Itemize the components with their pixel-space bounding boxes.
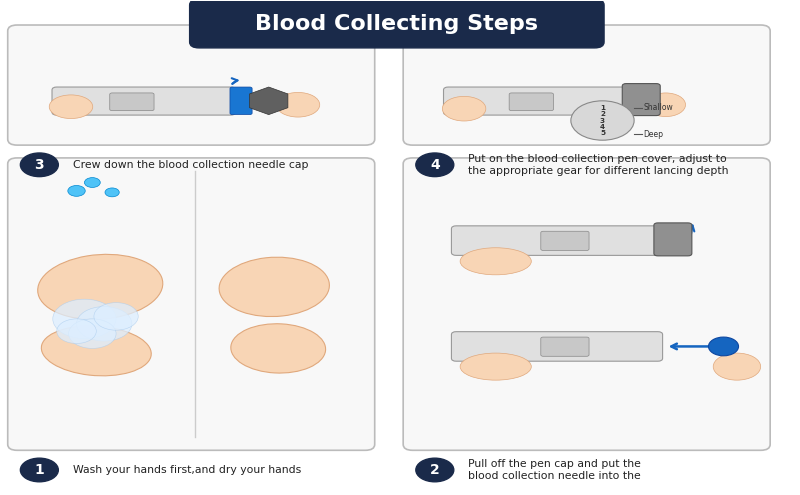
- Circle shape: [85, 178, 100, 188]
- FancyBboxPatch shape: [190, 0, 604, 48]
- FancyBboxPatch shape: [654, 223, 692, 256]
- Text: Crew down the blood collection needle cap: Crew down the blood collection needle ca…: [73, 160, 308, 170]
- FancyBboxPatch shape: [443, 87, 631, 115]
- Ellipse shape: [460, 353, 531, 380]
- Circle shape: [77, 306, 132, 341]
- Text: Pull off the pen cap and put the
blood collection needle into the: Pull off the pen cap and put the blood c…: [468, 459, 641, 481]
- Text: 4: 4: [430, 158, 440, 172]
- Circle shape: [416, 458, 454, 482]
- Ellipse shape: [442, 97, 486, 121]
- FancyBboxPatch shape: [509, 93, 554, 111]
- Ellipse shape: [714, 353, 761, 380]
- Text: 1: 1: [600, 105, 605, 111]
- Circle shape: [571, 101, 634, 140]
- Circle shape: [20, 458, 58, 482]
- FancyBboxPatch shape: [541, 337, 589, 356]
- Ellipse shape: [219, 257, 330, 317]
- Text: 2: 2: [430, 463, 440, 477]
- Circle shape: [20, 153, 58, 177]
- Ellipse shape: [42, 326, 151, 376]
- Ellipse shape: [231, 324, 326, 373]
- Text: 2: 2: [600, 111, 605, 117]
- FancyBboxPatch shape: [403, 25, 770, 145]
- Ellipse shape: [50, 95, 93, 118]
- Text: Wash your hands first,and dry your hands: Wash your hands first,and dry your hands: [73, 465, 301, 475]
- Circle shape: [53, 299, 116, 339]
- Text: Deep: Deep: [644, 130, 664, 139]
- Circle shape: [709, 337, 738, 356]
- Text: 1: 1: [34, 463, 44, 477]
- FancyBboxPatch shape: [8, 25, 374, 145]
- FancyBboxPatch shape: [403, 158, 770, 450]
- Text: Shallow: Shallow: [644, 103, 674, 112]
- Ellipse shape: [460, 248, 531, 275]
- FancyBboxPatch shape: [622, 84, 660, 116]
- Circle shape: [57, 319, 96, 344]
- Text: 3: 3: [600, 117, 605, 124]
- Text: Put on the blood collection pen cover, adjust to
the appropriate gear for differ: Put on the blood collection pen cover, a…: [468, 154, 729, 176]
- Circle shape: [105, 188, 119, 197]
- Ellipse shape: [276, 93, 320, 117]
- Circle shape: [68, 186, 86, 197]
- FancyBboxPatch shape: [451, 332, 662, 361]
- FancyBboxPatch shape: [230, 87, 252, 115]
- Circle shape: [69, 319, 116, 348]
- Text: 3: 3: [34, 158, 44, 172]
- FancyBboxPatch shape: [52, 87, 235, 115]
- FancyBboxPatch shape: [8, 158, 374, 450]
- Text: Blood Collecting Steps: Blood Collecting Steps: [255, 13, 538, 34]
- FancyBboxPatch shape: [110, 93, 154, 111]
- FancyBboxPatch shape: [541, 231, 589, 250]
- Text: 4: 4: [600, 124, 605, 130]
- Text: 5: 5: [600, 130, 605, 136]
- Ellipse shape: [646, 93, 686, 116]
- Ellipse shape: [38, 254, 163, 319]
- FancyBboxPatch shape: [451, 226, 662, 255]
- Circle shape: [416, 153, 454, 177]
- Circle shape: [94, 302, 138, 330]
